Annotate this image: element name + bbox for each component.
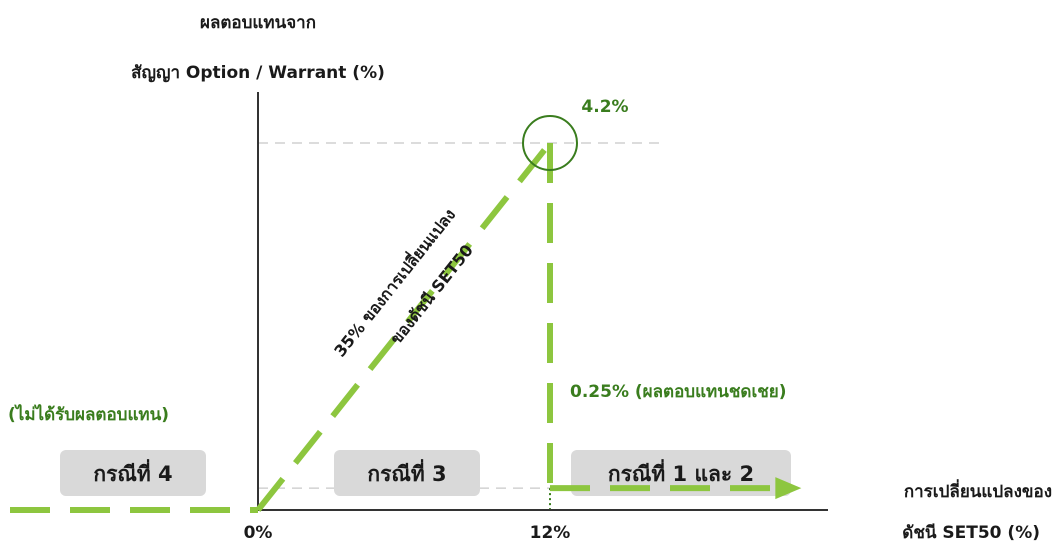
y-axis-label-line1: ผลตอบแทนจาก (200, 13, 316, 33)
peak-value-label: 4.2% (581, 97, 628, 117)
case-4-label: กรณีที่ 4 (93, 458, 172, 486)
compensation-arrow-head (775, 477, 802, 500)
compensation-label: 0.25% (ผลตอบแทนชดเชย) (570, 382, 787, 402)
case-3-box (334, 450, 480, 496)
x-axis-label-line2: ดัชนี SET50 (%) (902, 522, 1040, 543)
no-return-label: (ไม่ได้รับผลตอบแทน) (8, 404, 169, 425)
case-1-and-2-label: กรณีที่ 1 และ 2 (608, 458, 754, 486)
case-4-box (60, 450, 206, 496)
peak-highlight-circle (522, 115, 578, 171)
x-tick-label-12: 12% (530, 523, 571, 543)
x-tick-label-0: 0% (244, 523, 273, 543)
case-3-label: กรณีที่ 3 (367, 458, 446, 486)
case-1-and-2-box (571, 450, 791, 496)
x-axis-label-line1: การเปลี่ยนแปลงของ (904, 479, 1052, 502)
slope-annotation: 35% ของการเปลี่ยนแปลง ของดัชนี SET50 (329, 204, 477, 361)
y-axis-label-line2: สัญญา Option / Warrant (%) (131, 63, 385, 83)
slope-annotation-line2: ของดัชนี SET50 (386, 241, 477, 348)
payoff-segment-participation (255, 141, 553, 512)
